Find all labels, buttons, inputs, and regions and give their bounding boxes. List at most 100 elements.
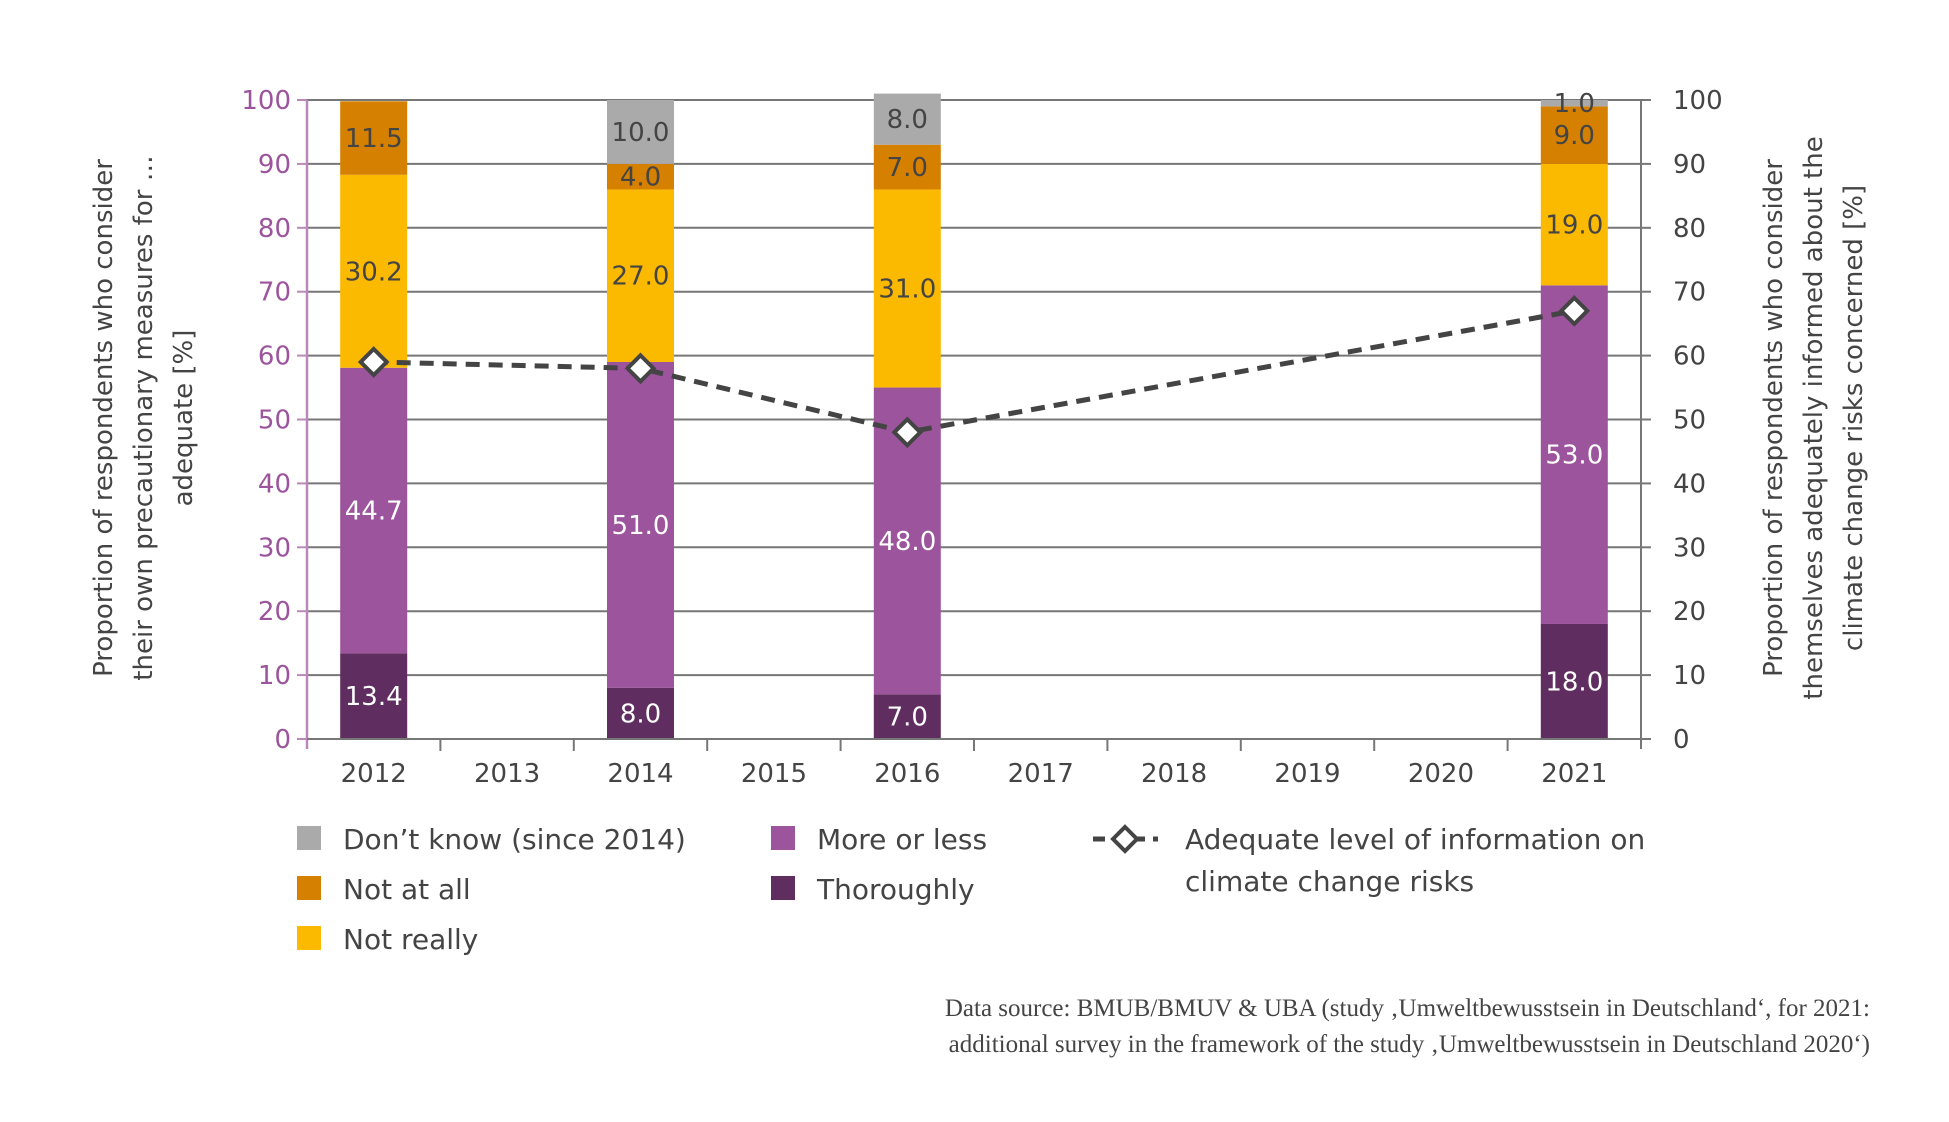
data-label: 27.0 xyxy=(612,262,670,292)
right-axis-tick-label: 30 xyxy=(1673,533,1706,563)
gridlines xyxy=(307,99,1641,677)
data-label: 30.2 xyxy=(345,257,403,287)
data-label: 9.0 xyxy=(1554,121,1595,151)
legend-label-dont-know: Don’t know (since 2014) xyxy=(343,823,686,856)
right-axis-tick-label: 50 xyxy=(1673,406,1706,436)
x-axis-tick-label: 2017 xyxy=(1008,759,1074,789)
legend-label-info-line2: climate change risks xyxy=(1185,865,1474,898)
data-labels: 13.4 44.7 30.2 11.5 8.0 51.0 27.0 4.0 10.0 7.0 48.… xyxy=(345,89,1603,732)
data-label: 51.0 xyxy=(612,511,670,541)
bar-segment xyxy=(340,174,408,368)
bar-segment xyxy=(1540,163,1608,286)
bar-segment xyxy=(607,163,674,190)
x-axis-tick-label: 2019 xyxy=(1274,759,1340,789)
data-label: 7.0 xyxy=(887,153,928,183)
info-line-diamond-marker xyxy=(891,416,924,449)
x-axis-tick-label: 2014 xyxy=(607,759,673,789)
bar-segment xyxy=(1540,100,1608,107)
left-axis-title-line3: adequate [%] xyxy=(169,330,199,507)
data-label: 53.0 xyxy=(1545,441,1603,471)
source-line1: Data source: BMUB/BMUV & UBA (study ‚Umw… xyxy=(945,995,1870,1022)
data-label: 8.0 xyxy=(887,105,928,135)
bar-segment xyxy=(607,189,674,362)
bar-segment xyxy=(873,189,941,388)
data-label: 13.4 xyxy=(345,682,403,712)
right-axis-tick-label: 80 xyxy=(1673,214,1706,244)
legend-label-not-really: Not really xyxy=(343,923,478,956)
bar-segment xyxy=(873,144,941,190)
legend-swatch-thoroughly xyxy=(771,876,795,900)
right-axis-tick-label: 60 xyxy=(1673,342,1706,372)
bar-segment xyxy=(607,687,674,739)
bars xyxy=(340,93,1608,739)
axes: 0 10 20 30 40 50 60 70 80 90 100 0 10 20 30 40 50 60 70 80 9… xyxy=(241,86,1722,789)
bar-segment xyxy=(1540,106,1608,164)
data-label: 4.0 xyxy=(620,163,661,193)
bar-segment xyxy=(340,653,408,739)
legend-swatch-not-really xyxy=(297,926,321,950)
data-label: 8.0 xyxy=(620,699,661,729)
right-axis-title-line2: themselves adequately informed about the xyxy=(1799,136,1829,699)
right-axis-title-line3: climate change risks concerned [%] xyxy=(1839,185,1869,651)
left-axis-tick-label: 10 xyxy=(258,661,291,691)
data-label: 1.0 xyxy=(1554,89,1595,119)
left-axis-tick-label: 60 xyxy=(258,342,291,372)
left-axis-tick-label: 70 xyxy=(258,278,291,308)
right-axis-title-line1: Proportion of respondents who consider xyxy=(1759,159,1789,677)
left-axis-title-line1: Proportion of respondents who consider xyxy=(89,159,119,677)
info-line xyxy=(357,295,1591,449)
source-line2: additional survey in the framework of th… xyxy=(949,1031,1870,1058)
bar-segment xyxy=(1540,285,1608,624)
data-label: 18.0 xyxy=(1545,667,1603,697)
left-axis-tick-label: 90 xyxy=(258,150,291,180)
x-axis-tick-label: 2012 xyxy=(341,759,407,789)
left-axis-tick-label: 0 xyxy=(274,725,291,755)
right-axis-tick-label: 10 xyxy=(1673,661,1706,691)
right-axis-tick-label: 100 xyxy=(1673,86,1723,116)
right-axis-tick-label: 70 xyxy=(1673,278,1706,308)
data-label: 10.0 xyxy=(612,118,670,148)
bar-segment xyxy=(873,694,941,739)
legend-swatch-more-or-less xyxy=(771,826,795,850)
x-axis-tick-label: 2018 xyxy=(1141,759,1207,789)
bar-segment xyxy=(340,101,408,175)
data-label: 31.0 xyxy=(878,275,936,305)
x-axis-tick-label: 2021 xyxy=(1541,759,1607,789)
bar-segment xyxy=(873,93,941,145)
x-axis-tick-label: 2015 xyxy=(741,759,807,789)
right-axis-tick-label: 40 xyxy=(1673,469,1706,499)
data-label: 11.5 xyxy=(345,124,403,154)
data-label: 44.7 xyxy=(345,497,403,527)
legend-label-not-at-all: Not at all xyxy=(343,873,471,906)
left-axis-title-line2: their own precautionary measures for … xyxy=(129,155,159,680)
legend-diamond-marker-icon xyxy=(1110,824,1140,854)
legend-label-more-or-less: More or less xyxy=(817,823,987,856)
left-axis-tick-label: 100 xyxy=(241,86,291,116)
legend: Don’t know (since 2014) Not at all Not r… xyxy=(297,823,1645,956)
data-label: 19.0 xyxy=(1545,211,1603,241)
bar-segment xyxy=(1540,623,1608,739)
left-axis-tick-label: 80 xyxy=(258,214,291,244)
info-line-diamond-marker xyxy=(1558,295,1591,327)
info-line-path xyxy=(373,308,1575,435)
legend-label-info-line1: Adequate level of information on xyxy=(1185,823,1645,856)
left-axis-tick-label: 50 xyxy=(258,406,291,436)
left-axis-tick-label: 30 xyxy=(258,533,291,563)
data-label: 7.0 xyxy=(887,703,928,733)
bar-segment xyxy=(340,367,408,654)
right-axis-tick-label: 0 xyxy=(1673,725,1690,755)
bar-segment xyxy=(607,361,674,688)
right-axis-tick-label: 20 xyxy=(1673,597,1706,627)
bar-segment xyxy=(607,100,674,164)
left-axis-tick-label: 40 xyxy=(258,469,291,499)
right-axis-tick-label: 90 xyxy=(1673,150,1706,180)
x-axis-tick-label: 2020 xyxy=(1408,759,1474,789)
legend-swatch-not-at-all xyxy=(297,876,321,900)
legend-label-thoroughly: Thoroughly xyxy=(816,873,975,906)
legend-swatch-dont-know xyxy=(297,826,321,850)
x-axis-tick-label: 2013 xyxy=(474,759,540,789)
data-label: 48.0 xyxy=(878,527,936,557)
x-axis-tick-label: 2016 xyxy=(874,759,940,789)
info-line-diamond-marker xyxy=(357,346,390,378)
